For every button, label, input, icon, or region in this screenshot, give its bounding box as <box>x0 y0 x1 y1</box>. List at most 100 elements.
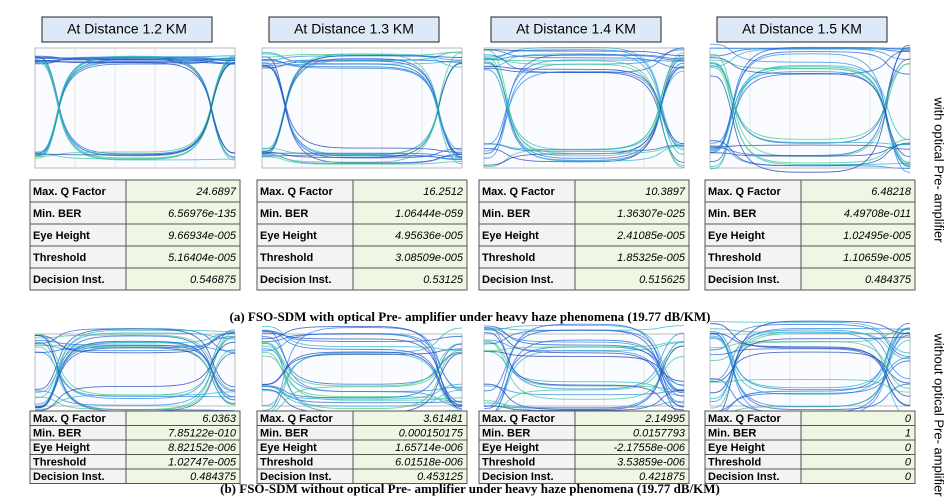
header: At Distance 1.3 KM <box>294 21 414 37</box>
row-value: 1.02747e-005 <box>168 457 237 469</box>
row-label: Eye Height <box>33 230 90 242</box>
eye-diagram <box>710 321 910 417</box>
row-label: Eye Height <box>482 230 539 242</box>
row-label: Min. BER <box>708 428 756 440</box>
row-label: Threshold <box>482 252 535 264</box>
eye-frame <box>35 48 235 168</box>
row-value: 0.484375 <box>865 274 912 286</box>
row-value: 0 <box>905 457 912 469</box>
row-value: 3.08509e-005 <box>395 252 464 264</box>
row-value: 0 <box>905 442 912 454</box>
row-label: Decision Inst. <box>708 471 780 483</box>
row-value: 16.2512 <box>423 186 463 198</box>
row-label: Min. BER <box>708 208 756 220</box>
row-value: 3.61481 <box>423 413 463 425</box>
row-value: 2.41085e-005 <box>616 230 686 242</box>
row-label: Decision Inst. <box>260 274 332 286</box>
row-value: 1.02495e-005 <box>843 230 912 242</box>
row-label: Threshold <box>708 457 761 469</box>
row-label: Max. Q Factor <box>33 186 106 198</box>
row-label: Threshold <box>260 252 313 264</box>
row-value: 4.49708e-011 <box>844 208 911 220</box>
row-label: Eye Height <box>33 442 90 454</box>
row-label: Min. BER <box>33 428 81 440</box>
row-value: 1 <box>905 428 911 440</box>
row-value: 1.85325e-005 <box>617 252 686 264</box>
header: At Distance 1.5 KM <box>742 21 862 37</box>
row-value: 6.01518e-006 <box>395 457 464 469</box>
row-value: 0.453125 <box>417 471 464 483</box>
row-value: 6.48218 <box>871 186 912 198</box>
eye-diagram <box>710 44 910 172</box>
row-label: Eye Height <box>260 442 317 454</box>
row-value: 7.85122e-010 <box>168 428 237 440</box>
row-label: Min. BER <box>260 208 308 220</box>
caption: (a) FSO-SDM with optical Pre- amplifier … <box>230 309 711 324</box>
table-cell <box>801 469 915 484</box>
eye-diagram <box>35 48 235 168</box>
row-label: Min. BER <box>260 428 308 440</box>
row-value: -2.17558e-006 <box>613 442 685 454</box>
row-label: Max. Q Factor <box>33 413 106 425</box>
row-value: 4.95636e-005 <box>395 230 464 242</box>
row-value: 8.82152e-006 <box>168 442 237 454</box>
row-label: Decision Inst. <box>33 274 105 286</box>
row-label: Threshold <box>33 457 86 469</box>
row-value: 0 <box>905 413 912 425</box>
row-value: 2.14995 <box>644 413 686 425</box>
row-value: 0.546875 <box>190 274 237 286</box>
row-label: Decision Inst. <box>482 274 554 286</box>
row-label: Decision Inst. <box>482 471 554 483</box>
row-label: Threshold <box>33 252 86 264</box>
row-label: Max. Q Factor <box>260 186 333 198</box>
row-label: Min. BER <box>33 208 81 220</box>
row-label: Decision Inst. <box>708 274 780 286</box>
row-label: Threshold <box>482 457 535 469</box>
row-label: Min. BER <box>482 208 530 220</box>
header: At Distance 1.4 KM <box>516 21 636 37</box>
row-label: Eye Height <box>708 230 765 242</box>
row-value: 0 <box>905 471 912 483</box>
row-value: 1.65714e-006 <box>395 442 464 454</box>
row-value: 0.515625 <box>639 274 686 286</box>
row-value: 0.421875 <box>639 471 686 483</box>
header: At Distance 1.2 KM <box>67 21 187 37</box>
table-cell <box>801 455 915 470</box>
row-label: Max. Q Factor <box>708 186 781 198</box>
row-label: Min. BER <box>482 428 530 440</box>
table-cell <box>801 440 915 455</box>
row-value: 1.10659e-005 <box>843 252 912 264</box>
row-value: 9.66934e-005 <box>168 230 237 242</box>
row-label: Max. Q Factor <box>708 413 781 425</box>
eye-diagram <box>484 324 684 416</box>
row-label: Decision Inst. <box>33 471 105 483</box>
row-label: Max. Q Factor <box>260 413 333 425</box>
row-label: Eye Height <box>260 230 317 242</box>
row-label: Threshold <box>708 252 761 264</box>
row-value: 24.6897 <box>195 186 237 198</box>
row-label: Threshold <box>260 457 313 469</box>
row-value: 1.06444e-059 <box>395 208 463 220</box>
row-value: 1.36307e-025 <box>617 208 686 220</box>
row-value: 6.0363 <box>202 413 237 425</box>
row-label: Eye Height <box>708 442 765 454</box>
figure: with optical Pre- amplifier (a) FSO-SDM w… <box>0 0 948 502</box>
row-value: 5.16404e-005 <box>168 252 237 264</box>
row-label: Eye Height <box>482 442 539 454</box>
eye-diagram <box>262 48 462 168</box>
row-value: 0.000150175 <box>399 428 464 440</box>
row-value: 10.3897 <box>645 186 686 198</box>
eye-diagram <box>35 329 235 411</box>
row-label: Decision Inst. <box>260 471 332 483</box>
row-value: 3.53859e-006 <box>617 457 686 469</box>
row-value: 6.56976e-135 <box>168 208 237 220</box>
row-label: Max. Q Factor <box>482 413 555 425</box>
eye-diagram <box>484 47 684 168</box>
side-label: with optical Pre- amplifier <box>932 96 947 243</box>
eye-diagram <box>262 326 462 413</box>
row-value: 0.484375 <box>190 471 237 483</box>
side-label: without optical Pre- amplifier <box>932 332 947 497</box>
row-label: Max. Q Factor <box>482 186 555 198</box>
row-value: 0.0157793 <box>633 428 686 440</box>
table-cell <box>801 411 915 426</box>
